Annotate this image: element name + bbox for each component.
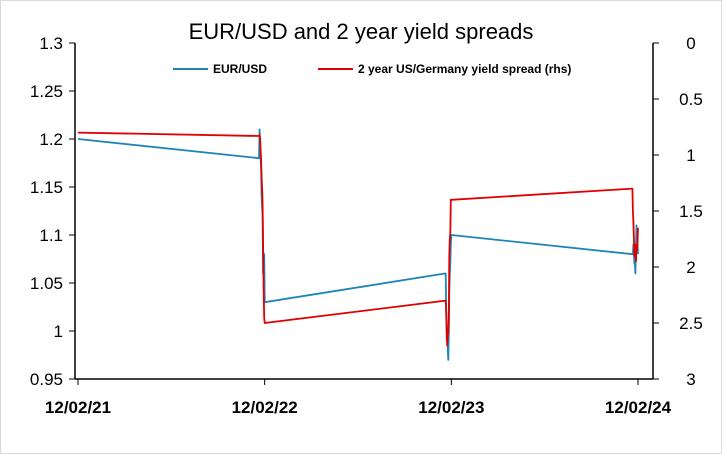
left-tick-label: 1.2 [39, 130, 63, 149]
legend: EUR/USD 2 year US/Germany yield spread (… [173, 62, 571, 76]
x-tick-label: 12/02/24 [605, 398, 672, 417]
right-tick-label: 1 [686, 146, 695, 165]
eurusd-line [77, 128, 639, 361]
left-tick-label: 1 [54, 322, 63, 341]
right-tick-label: 3 [686, 370, 695, 389]
right-tick-label: 0.5 [679, 90, 703, 109]
left-tick-label: 1.15 [30, 178, 63, 197]
left-tick-label: 1.25 [30, 82, 63, 101]
right-tick-label: 2 [686, 258, 695, 277]
yield-spread-line [77, 131, 639, 347]
chart-title: EUR/USD and 2 year yield spreads [189, 19, 534, 44]
left-tick-label: 1.05 [30, 274, 63, 293]
right-tick-label: 1.5 [679, 202, 703, 221]
x-tick-label: 12/02/22 [232, 398, 298, 417]
right-tick-label: 0 [686, 34, 695, 53]
x-tick-label: 12/02/23 [418, 398, 484, 417]
series-lines [77, 128, 639, 361]
left-tick-label: 0.95 [30, 370, 63, 389]
left-tick-label: 1.1 [39, 226, 63, 245]
legend-label-eurusd: EUR/USD [213, 62, 267, 76]
right-tick-label: 2.5 [679, 314, 703, 333]
x-tick-label: 12/02/21 [45, 398, 111, 417]
left-tick-label: 1.3 [39, 34, 63, 53]
legend-label-spread: 2 year US/Germany yield spread (rhs) [358, 62, 571, 76]
